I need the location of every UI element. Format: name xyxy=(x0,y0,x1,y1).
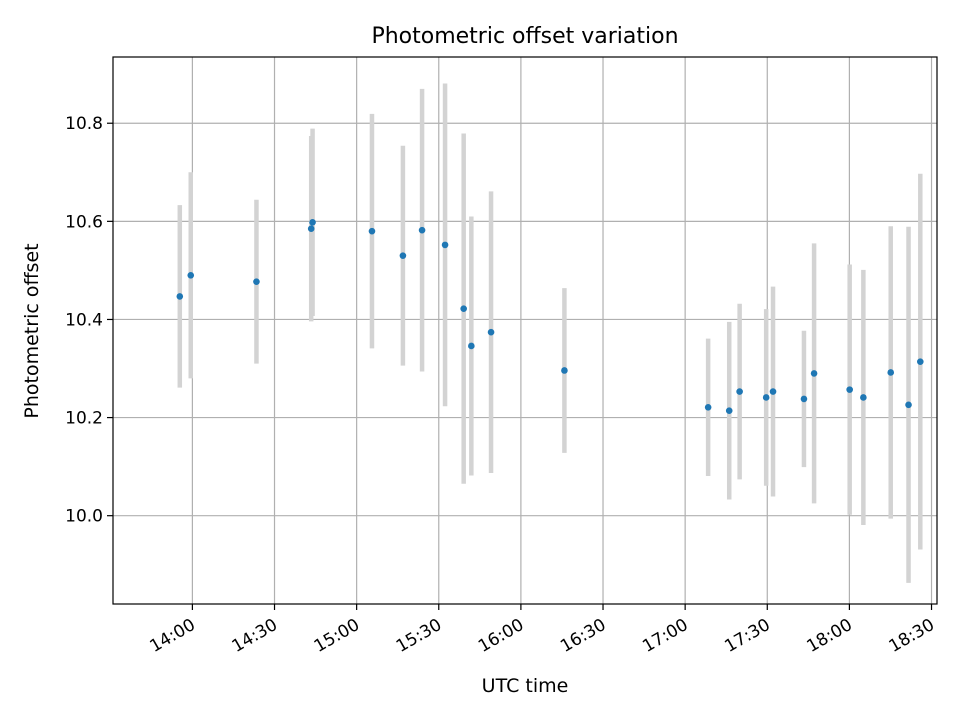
data-point xyxy=(309,219,316,226)
data-point xyxy=(905,401,912,409)
data-point xyxy=(487,328,495,336)
y-tick-label: 10.2 xyxy=(65,409,103,429)
data-point xyxy=(253,278,260,285)
x-axis-label: UTC time xyxy=(482,675,569,697)
data-point xyxy=(810,370,818,377)
data-point xyxy=(176,293,184,300)
data-point xyxy=(441,241,449,249)
data-point xyxy=(468,342,475,350)
plot-frame xyxy=(112,56,938,605)
data-point xyxy=(769,388,777,395)
data-point xyxy=(460,305,467,312)
data-point xyxy=(307,225,315,233)
y-tick-label: 10.4 xyxy=(65,310,103,330)
data-point xyxy=(368,227,376,235)
y-tick-label: 10.0 xyxy=(65,507,103,527)
data-point xyxy=(704,403,712,411)
data-point xyxy=(846,386,853,393)
data-point xyxy=(860,394,867,401)
data-point xyxy=(800,395,808,403)
data-point xyxy=(399,252,407,259)
y-tick-label: 10.6 xyxy=(65,212,103,232)
y-axis-label: Photometric offset xyxy=(21,243,43,418)
data-points xyxy=(176,219,924,415)
data-point xyxy=(187,272,195,279)
data-point xyxy=(887,369,895,376)
data-point xyxy=(725,407,733,415)
data-point xyxy=(561,367,568,374)
grid xyxy=(113,57,937,604)
data-point xyxy=(762,394,770,401)
data-point xyxy=(736,388,743,395)
y-tick-label: 10.8 xyxy=(65,114,103,134)
data-point xyxy=(418,226,426,234)
data-point xyxy=(917,358,924,365)
chart-title: Photometric offset variation xyxy=(371,24,678,49)
